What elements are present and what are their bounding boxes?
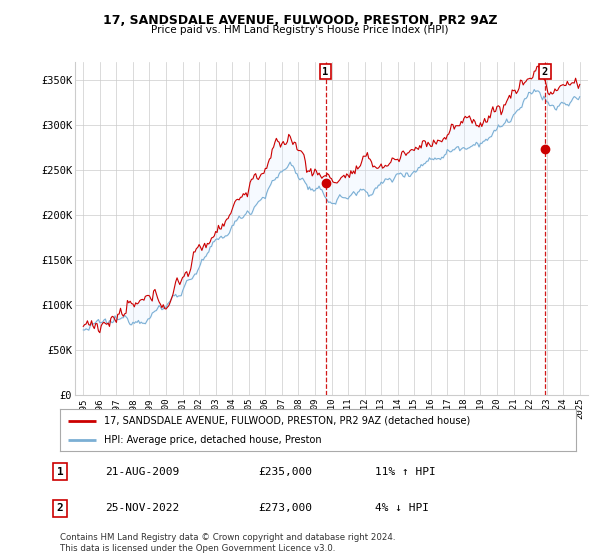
Text: 11% ↑ HPI: 11% ↑ HPI: [375, 466, 436, 477]
Text: £235,000: £235,000: [258, 466, 312, 477]
Text: Contains HM Land Registry data © Crown copyright and database right 2024.
This d: Contains HM Land Registry data © Crown c…: [60, 533, 395, 553]
Text: 25-NOV-2022: 25-NOV-2022: [105, 503, 179, 514]
Text: £273,000: £273,000: [258, 503, 312, 514]
Text: 17, SANDSDALE AVENUE, FULWOOD, PRESTON, PR2 9AZ: 17, SANDSDALE AVENUE, FULWOOD, PRESTON, …: [103, 14, 497, 27]
Text: 2: 2: [542, 67, 548, 77]
Text: Price paid vs. HM Land Registry's House Price Index (HPI): Price paid vs. HM Land Registry's House …: [151, 25, 449, 35]
Text: 1: 1: [322, 67, 329, 77]
Text: 2: 2: [56, 503, 64, 514]
Text: 17, SANDSDALE AVENUE, FULWOOD, PRESTON, PR2 9AZ (detached house): 17, SANDSDALE AVENUE, FULWOOD, PRESTON, …: [104, 416, 470, 426]
Text: HPI: Average price, detached house, Preston: HPI: Average price, detached house, Pres…: [104, 435, 322, 445]
Text: 1: 1: [56, 466, 64, 477]
Text: 4% ↓ HPI: 4% ↓ HPI: [375, 503, 429, 514]
Text: 21-AUG-2009: 21-AUG-2009: [105, 466, 179, 477]
